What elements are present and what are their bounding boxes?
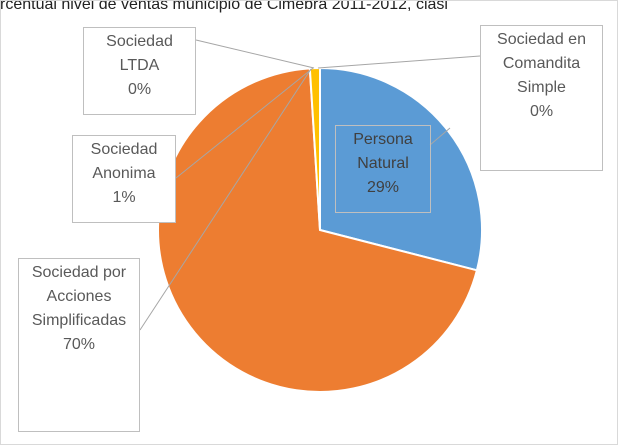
label-value: 29%	[366, 179, 400, 196]
label-value: 0%	[529, 103, 554, 120]
leader-line	[139, 68, 312, 331]
leader-line	[175, 67, 314, 179]
leader-line	[429, 127, 451, 146]
data-label: Sociedad en Comandita Simple 0%	[480, 25, 603, 171]
data-label: Sociedad LTDA 0%	[83, 27, 196, 115]
label-value: 70%	[62, 336, 96, 353]
label-value: 0%	[127, 81, 152, 98]
label-name: Sociedad en Comandita Simple	[497, 31, 586, 96]
pie-slice	[319, 66, 483, 272]
data-label: Sociedad Anonima 1%	[72, 135, 176, 223]
label-name: Sociedad por Acciones Simplificadas	[31, 264, 127, 329]
data-label: Persona Natural 29%	[335, 125, 431, 213]
pie-slice	[157, 67, 479, 393]
leader-line	[317, 55, 481, 69]
label-value: 1%	[112, 189, 136, 206]
label-name: Persona Natural	[353, 131, 413, 172]
chart-title: rcentual nivel de ventas municipio de Ci…	[0, 0, 448, 13]
leader-line	[195, 39, 315, 69]
label-name: Sociedad LTDA	[106, 33, 173, 74]
data-label: Sociedad por Acciones Simplificadas 70%	[18, 258, 140, 432]
label-name: Sociedad Anonima	[90, 141, 158, 182]
